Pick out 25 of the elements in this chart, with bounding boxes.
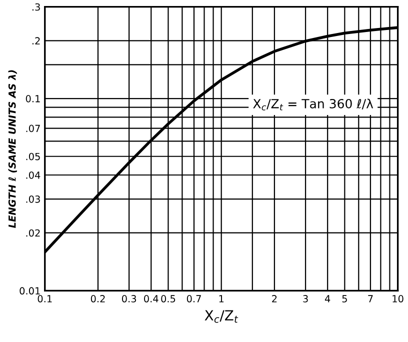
x-tick-label: 0.7 <box>186 295 201 302</box>
x-tick-label: 3 <box>303 295 308 302</box>
y-axis-title: LENGTH ℓ (SAME UNITS AS λ) <box>8 70 17 228</box>
x-tick-label: 0.3 <box>122 295 136 302</box>
x-axis-title: X$_{c}$/Z$_{t}$ <box>204 310 238 323</box>
annotation: X$_{c}$/Z$_{t}$ = Tan 360 ℓ/λ <box>253 98 374 110</box>
x-tick-label: 0.4 <box>144 295 158 302</box>
x-tick-label: 10 <box>392 295 404 302</box>
y-tick-label: .07 <box>26 124 40 132</box>
y-tick-label: .04 <box>26 171 40 179</box>
x-tick-label: 0.1 <box>38 295 52 302</box>
y-tick-label: .03 <box>26 195 40 203</box>
x-tick-label: 0.5 <box>161 295 176 302</box>
x-tick-label: 2 <box>272 295 277 302</box>
y-tick-label: 0.01 <box>20 287 40 295</box>
x-tick-label: 0.2 <box>90 295 105 302</box>
y-tick-label: .3 <box>32 3 40 11</box>
y-tick-label: .2 <box>32 37 40 44</box>
y-tick-label: 0.1 <box>26 95 40 102</box>
y-tick-label: .05 <box>26 152 40 160</box>
x-tick-label: 7 <box>368 295 373 302</box>
x-tick-label: 4 <box>324 295 330 302</box>
x-tick-label: 5 <box>342 295 347 302</box>
y-tick-label: .02 <box>26 229 40 237</box>
x-tick-label: 1 <box>219 295 224 302</box>
